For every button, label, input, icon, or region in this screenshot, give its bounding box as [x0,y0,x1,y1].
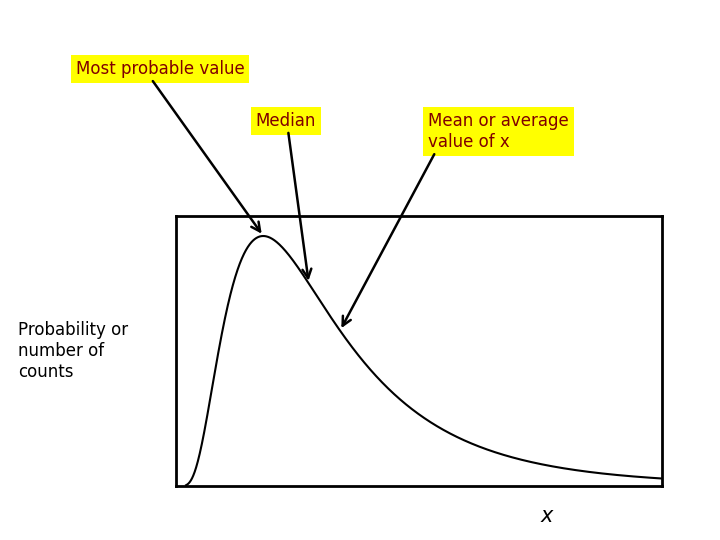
Text: Probability or
number of
counts: Probability or number of counts [18,321,128,381]
Text: Mean or average
value of x: Mean or average value of x [428,112,569,151]
Text: Most probable value: Most probable value [76,60,244,78]
Text: Median: Median [256,112,316,130]
Text: x: x [541,505,554,526]
